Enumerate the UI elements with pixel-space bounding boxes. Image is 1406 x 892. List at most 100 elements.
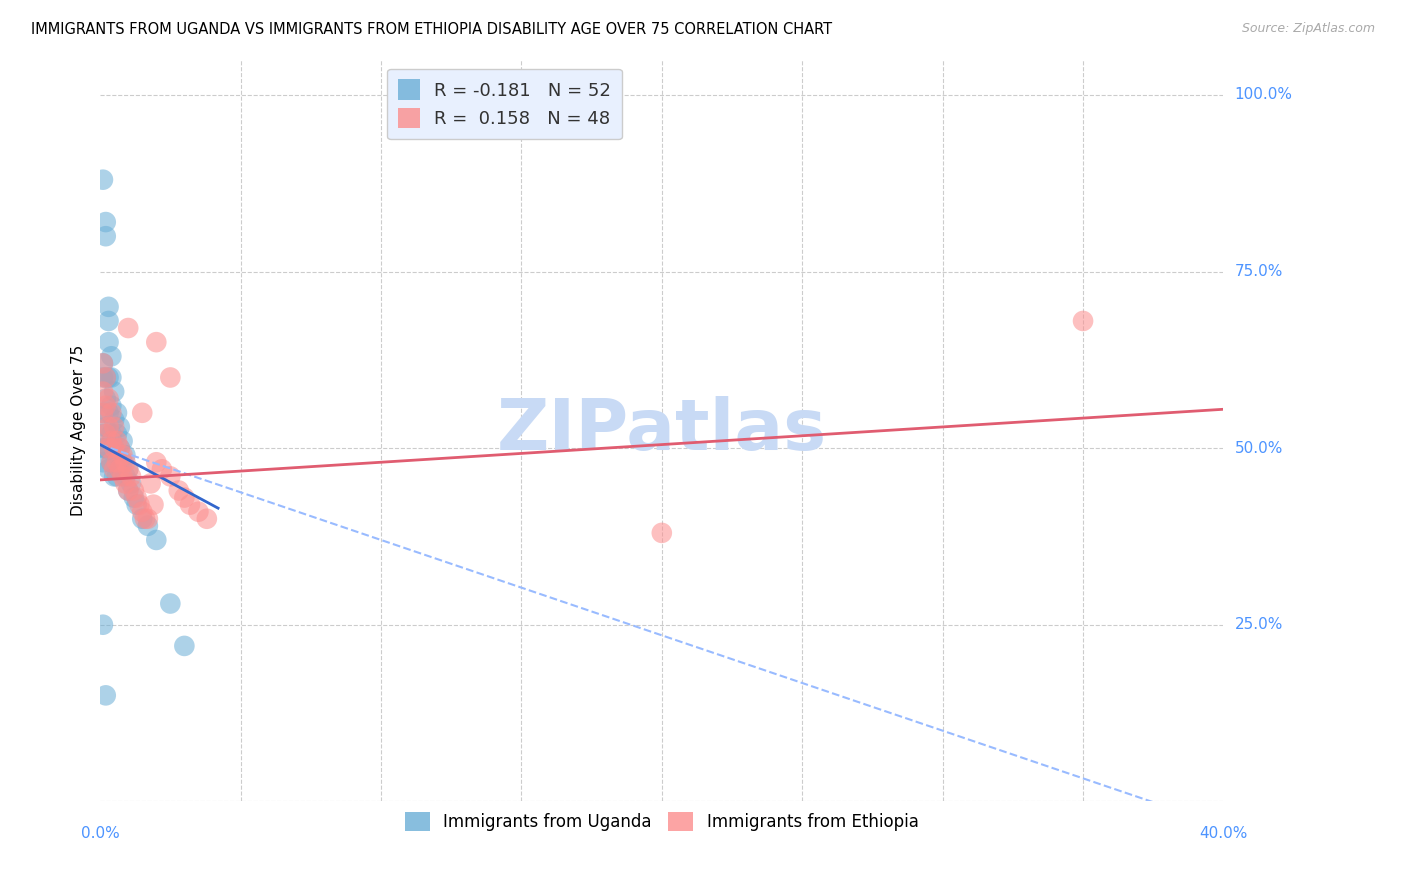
Point <box>120 469 142 483</box>
Point <box>94 392 117 406</box>
Point <box>91 441 114 455</box>
Point <box>94 229 117 244</box>
Point <box>105 455 128 469</box>
Point <box>111 448 134 462</box>
Point <box>122 483 145 498</box>
Point <box>94 441 117 455</box>
Text: Source: ZipAtlas.com: Source: ZipAtlas.com <box>1241 22 1375 36</box>
Point <box>94 215 117 229</box>
Point <box>117 483 139 498</box>
Point <box>108 420 131 434</box>
Point <box>100 399 122 413</box>
Point <box>159 370 181 384</box>
Point <box>125 491 148 505</box>
Point <box>100 434 122 448</box>
Point <box>103 413 125 427</box>
Point <box>103 469 125 483</box>
Point <box>91 455 114 469</box>
Point <box>91 406 114 420</box>
Point <box>91 406 114 420</box>
Point <box>145 335 167 350</box>
Point <box>651 525 673 540</box>
Point <box>114 448 136 462</box>
Point <box>167 483 190 498</box>
Text: ZIPatlas: ZIPatlas <box>496 396 827 465</box>
Point <box>117 462 139 476</box>
Point <box>139 476 162 491</box>
Point <box>97 441 120 455</box>
Point <box>179 498 201 512</box>
Point <box>131 512 153 526</box>
Point <box>195 512 218 526</box>
Point <box>97 462 120 476</box>
Point <box>145 455 167 469</box>
Text: 25.0%: 25.0% <box>1234 617 1282 632</box>
Point <box>91 356 114 370</box>
Point <box>145 533 167 547</box>
Point <box>105 469 128 483</box>
Text: 0.0%: 0.0% <box>80 826 120 841</box>
Point <box>94 399 117 413</box>
Y-axis label: Disability Age Over 75: Disability Age Over 75 <box>72 345 86 516</box>
Point <box>97 300 120 314</box>
Point <box>117 483 139 498</box>
Point <box>105 434 128 448</box>
Point <box>131 406 153 420</box>
Point <box>111 469 134 483</box>
Point <box>97 392 120 406</box>
Point <box>122 491 145 505</box>
Point <box>100 455 122 469</box>
Point <box>97 335 120 350</box>
Point <box>150 462 173 476</box>
Point <box>100 455 122 469</box>
Point <box>111 434 134 448</box>
Point <box>173 491 195 505</box>
Point <box>117 462 139 476</box>
Point <box>125 498 148 512</box>
Point <box>103 462 125 476</box>
Point <box>120 476 142 491</box>
Point <box>97 406 120 420</box>
Point <box>97 420 120 434</box>
Point <box>108 462 131 476</box>
Point <box>128 498 150 512</box>
Text: IMMIGRANTS FROM UGANDA VS IMMIGRANTS FROM ETHIOPIA DISABILITY AGE OVER 75 CORREL: IMMIGRANTS FROM UGANDA VS IMMIGRANTS FRO… <box>31 22 832 37</box>
Point <box>114 476 136 491</box>
Point <box>94 370 117 384</box>
Point <box>108 441 131 455</box>
Point <box>91 427 114 442</box>
Point <box>108 441 131 455</box>
Point <box>91 370 114 384</box>
Point <box>100 349 122 363</box>
Text: 50.0%: 50.0% <box>1234 441 1282 456</box>
Point <box>142 498 165 512</box>
Point <box>187 505 209 519</box>
Point <box>159 597 181 611</box>
Point <box>100 427 122 442</box>
Point <box>173 639 195 653</box>
Legend: Immigrants from Uganda, Immigrants from Ethiopia: Immigrants from Uganda, Immigrants from … <box>398 805 925 838</box>
Point <box>94 420 117 434</box>
Point <box>91 356 114 370</box>
Point <box>134 512 156 526</box>
Point <box>97 370 120 384</box>
Point <box>114 455 136 469</box>
Point <box>108 462 131 476</box>
Text: 100.0%: 100.0% <box>1234 87 1292 103</box>
Point <box>103 441 125 455</box>
Point <box>100 370 122 384</box>
Point <box>1071 314 1094 328</box>
Point <box>94 370 117 384</box>
Point <box>131 505 153 519</box>
Point <box>159 469 181 483</box>
Point <box>97 314 120 328</box>
Point <box>117 321 139 335</box>
Point <box>105 427 128 442</box>
Point <box>103 441 125 455</box>
Point <box>94 689 117 703</box>
Point <box>100 406 122 420</box>
Point <box>136 518 159 533</box>
Point <box>91 172 114 186</box>
Point <box>103 420 125 434</box>
Text: 40.0%: 40.0% <box>1199 826 1247 841</box>
